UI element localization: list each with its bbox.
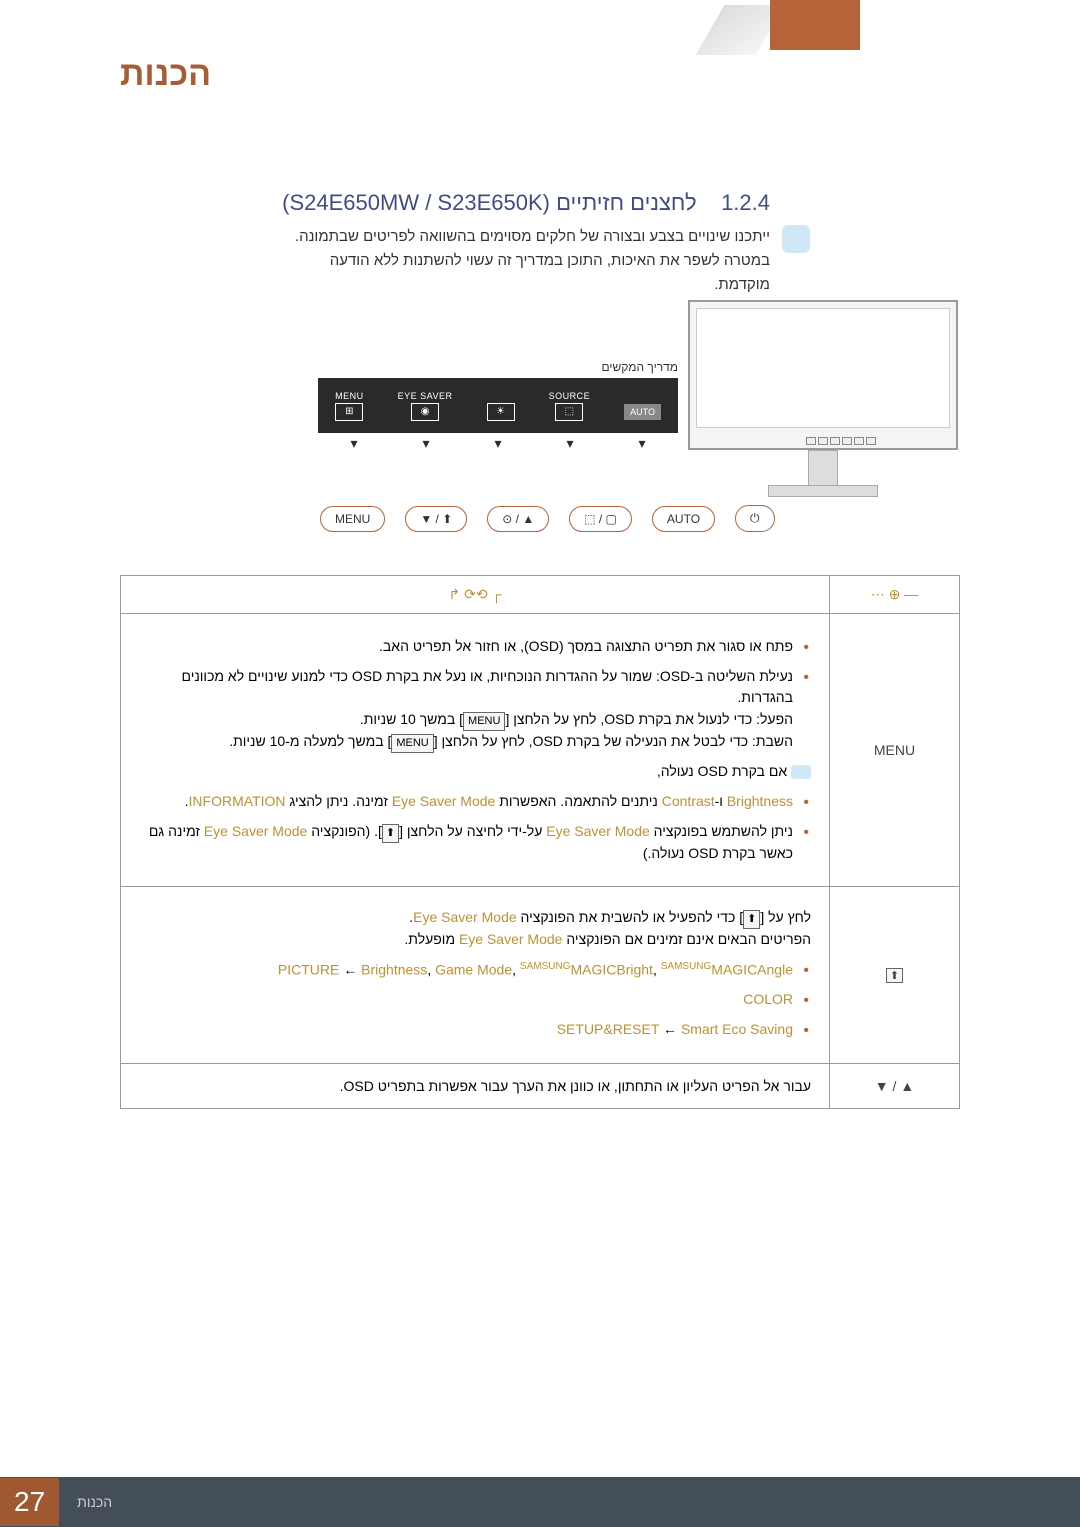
chapter-number-box [770,0,860,50]
table-header-row: — ⊕ ⋯ ┌ ⟲⟳ ↱ [121,576,960,614]
section-title: לחצנים חזיתיים [556,190,697,215]
row-icon-menu: MENU [830,614,960,887]
bullet-text: SETUP&RESET ← Smart Eco Saving [139,1019,793,1041]
chevron-down-icon: ▾ [350,435,357,452]
up-icon: ⬆ [382,824,399,843]
monitor-base [768,485,878,497]
key-item-auto: AUTO [624,392,661,420]
menu-button-label: MENU [463,712,505,731]
note-sub: אם בקרת OSD נעולה, [139,761,811,783]
monitor-buttons [736,437,876,449]
table-row-eyesaver: ⬆ לחץ על [⬆] כדי להפעיל או להשבית את הפו… [121,887,960,1063]
source-icon: ⬚ [555,403,583,421]
note-icon [782,225,810,253]
bullet-text: Brightness ו-Contrast ניתנים להתאמה. האפ… [139,791,793,813]
key-item-brightness: ☀ [487,391,515,421]
arrow-down-row: ▾ ▾ ▾ ▾ ▾ [318,435,678,452]
eye-icon: ◉ [411,403,439,421]
section-number: 1.2.4 [721,190,770,215]
row-icon-up: ⬆ [830,887,960,1063]
row-content-menu: פתח או סגור את תפריט התצוגה במסך (OSD), … [121,614,830,887]
row-icon-nav: ▲ / ▼ [830,1063,960,1108]
button-up-target: ▲ / ⊙ [487,506,549,532]
button-power: ⏻ [735,505,775,532]
menu-icon: ⊞ [335,403,363,421]
page-header: הכנות [0,0,1080,120]
menu-button-label: MENU [391,734,433,753]
monitor-diagram: מדריך המקשים MENU ⊞ EYE SAVER ◉ ☀ SOURCE… [318,300,958,480]
auto-label: AUTO [624,404,661,420]
monitor-stand [808,450,838,490]
note-icon [791,765,811,779]
section-models: (S24E650MW / S23E650K) [282,190,550,215]
key-guide-title: מדריך המקשים [601,360,678,374]
button-auto: AUTO [652,506,715,532]
table-row-menu: MENU פתח או סגור את תפריט התצוגה במסך (O… [121,614,960,887]
section-heading: 1.2.4 לחצנים חזיתיים (S24E650MW / S23E65… [282,190,770,216]
key-item-menu: MENU ⊞ [335,391,364,421]
brightness-icon: ☀ [487,403,515,421]
key-guide-row: MENU ⊞ EYE SAVER ◉ ☀ SOURCE ⬚ AUTO [318,378,678,433]
page-footer: הכנות 27 [0,1477,1080,1527]
chapter-title: הכנות [120,55,211,94]
chevron-down-icon: ▾ [638,435,645,452]
button-up-down1: ⬆ / ▼ [405,506,467,532]
button-menu: MENU [320,506,385,532]
chevron-down-icon: ▾ [566,435,573,452]
page-number: 27 [0,1478,59,1526]
footer-text: הכנות [77,1494,112,1510]
bullet-text: נעילת השליטה ב-OSD: שמור על ההגדרות הנוכ… [139,666,793,753]
bullet-text: ניתן להשתמש בפונקציה Eye Saver Mode על-י… [139,821,793,865]
bullet-text: PICTURE ← Brightness, Game Mode, SAMSUNG… [139,959,793,981]
chevron-down-icon: ▾ [422,435,429,452]
bullet-text: COLOR [139,989,793,1011]
header-icon-right: — ⊕ ⋯ [830,576,960,614]
table-row-nav: ▲ / ▼ עבור אל הפריט העליון או התחתון, או… [121,1063,960,1108]
feature-table: — ⊕ ⋯ ┌ ⟲⟳ ↱ MENU פתח או סגור את תפריט ה… [120,575,960,1109]
bullet-text: פתח או סגור את תפריט התצוגה במסך (OSD), … [139,636,793,658]
up-icon: ⬆ [743,910,760,929]
button-select: ▢ / ⬚ [569,506,632,532]
monitor-body [688,300,958,450]
up-icon: ⬆ [886,968,903,983]
key-guide: מדריך המקשים MENU ⊞ EYE SAVER ◉ ☀ SOURCE… [318,360,678,460]
button-row: MENU ⬆ / ▼ ▲ / ⊙ ▢ / ⬚ AUTO ⏻ [320,505,960,532]
chevron-down-icon: ▾ [494,435,501,452]
key-item-eyesaver: EYE SAVER ◉ [398,391,453,421]
header-icon-left: ┌ ⟲⟳ ↱ [121,576,830,614]
key-item-source: SOURCE ⬚ [549,391,591,421]
row-content-eyesaver: לחץ על [⬆] כדי להפעיל או להשבית את הפונק… [121,887,830,1063]
monitor-screen [696,308,950,428]
note-text: ייתכנו שינויים בצבע ובצורה של חלקים מסוי… [280,225,770,297]
row-content-nav: עבור אל הפריט העליון או התחתון, או כוונן… [121,1063,830,1108]
